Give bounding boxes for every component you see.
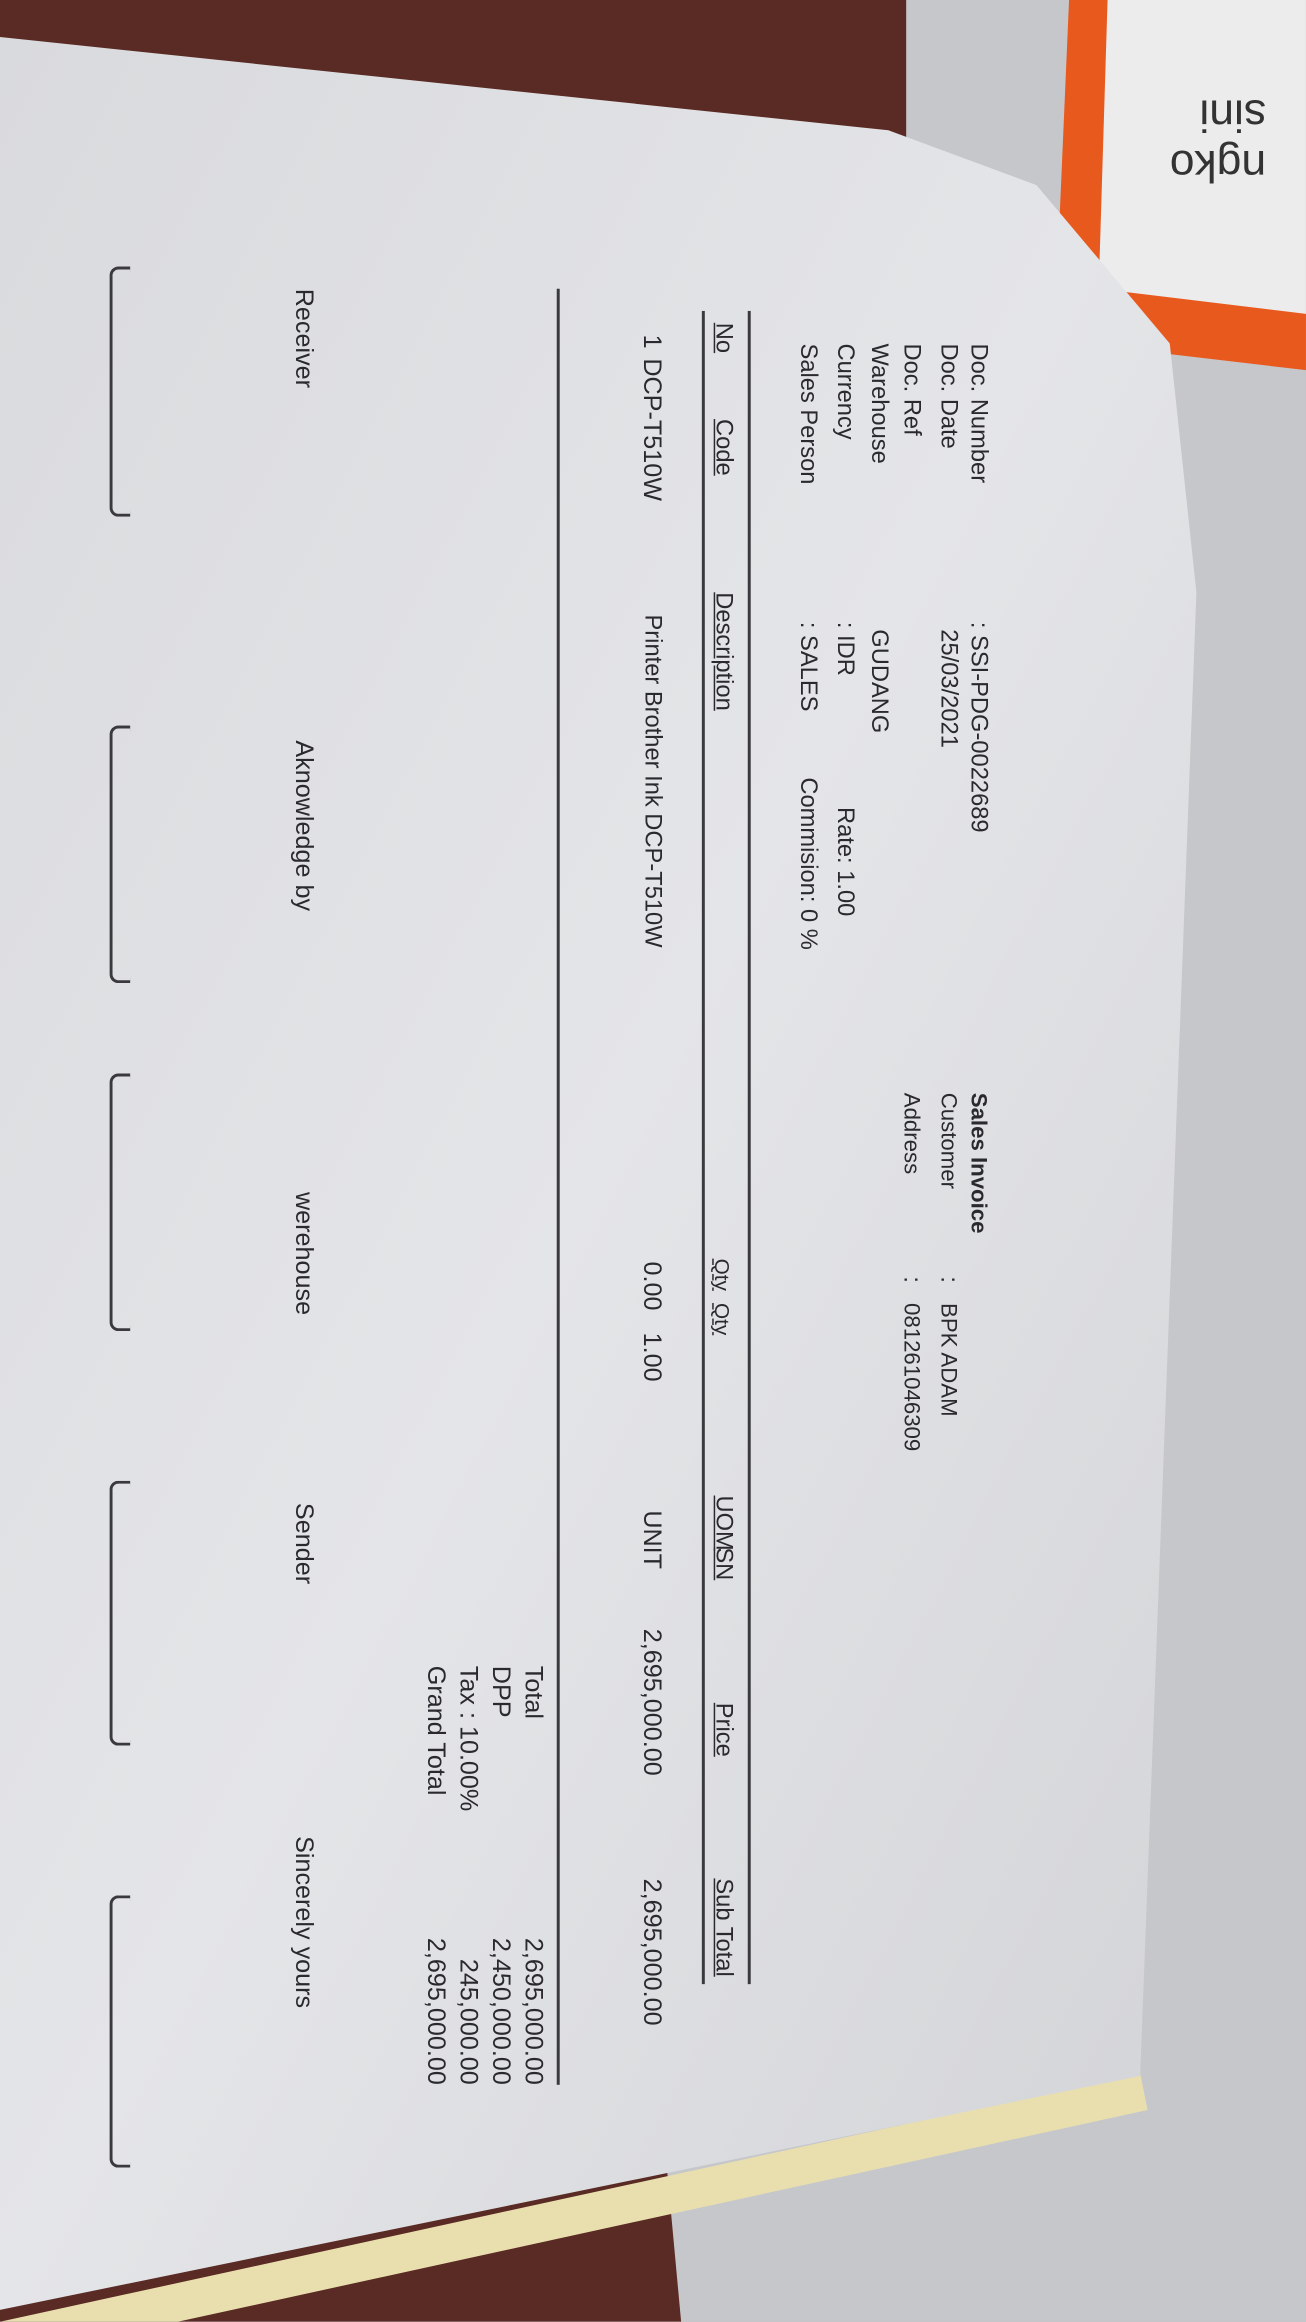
tax-label: Tax : 10.00%: [454, 1665, 483, 1812]
dark-wood-top: [0, 0, 907, 141]
grand-total-value: 2,695,000.00: [421, 1937, 451, 2085]
doc-date: 25/03/2021: [935, 629, 961, 748]
warehouse: GUDANG: [866, 629, 892, 734]
label-customer: Customer: [935, 1092, 961, 1190]
note-card-text: ngko sini: [1169, 89, 1267, 190]
col-sn: SN: [710, 1547, 736, 1581]
commission: Commision: 0 %: [795, 777, 821, 950]
row-subtotal: 2,695,000.00: [638, 1878, 667, 2026]
row-qty1: 0.00: [638, 1261, 667, 1311]
tax-value: 245,000.00: [454, 1958, 483, 2085]
row-no: 1: [638, 334, 667, 349]
col-qty: Qty: [710, 1303, 735, 1336]
dpp-label: DPP: [487, 1665, 516, 1718]
label-sales-person: Sales Person: [795, 343, 821, 485]
signature-line: [109, 725, 131, 984]
signature-acknowledge: Aknowledge by: [290, 740, 319, 912]
orange-note-card: [1054, 0, 1306, 371]
table-header-rule: [701, 310, 705, 1985]
sales-person: : SALES: [795, 621, 821, 712]
yellow-carbon-sheet: [0, 2072, 1148, 2322]
col-uom: UOM: [710, 1495, 736, 1551]
col-code: Code: [710, 419, 736, 476]
row-qty2: 1.00: [638, 1332, 667, 1382]
note-line-2: sini: [1199, 90, 1267, 140]
row-uom: UNIT: [638, 1510, 667, 1570]
document-title: Sales Invoice: [965, 1092, 991, 1234]
signature-warehouse: werehouse: [290, 1191, 319, 1316]
rate: Rate: 1.00: [832, 806, 858, 917]
signature-line: [109, 1895, 131, 2168]
col-no: No: [710, 322, 736, 354]
row-price: 2,695,000.00: [638, 1628, 667, 1776]
invoice-paper: [0, 37, 1197, 2310]
currency: : IDR: [832, 621, 858, 676]
row-code: DCP-T510W: [638, 358, 667, 502]
colon: :: [935, 1276, 961, 1283]
note-line-1: ngko: [1169, 140, 1267, 190]
label-doc-date: Doc. Date: [935, 343, 961, 449]
label-doc-number: Doc. Number: [965, 343, 991, 484]
col-description: Description: [710, 592, 736, 711]
colon: :: [898, 1276, 924, 1283]
total-label: Total: [519, 1665, 548, 1719]
label-address: Address: [898, 1092, 924, 1175]
table-top-rule: [747, 310, 751, 1985]
table-bottom-rule: [556, 288, 560, 2085]
customer-address: 081261046309: [898, 1303, 924, 1452]
total-value: 2,695,000.00: [519, 1937, 548, 2085]
label-currency: Currency: [832, 343, 858, 440]
signature-sender: Sender: [290, 1502, 319, 1585]
col-qty: Qty: [710, 1258, 735, 1291]
signature-receiver: Receiver: [290, 288, 319, 389]
col-subtotal: Sub Total: [710, 1878, 736, 1977]
dpp-value: 2,450,000.00: [487, 1937, 516, 2085]
label-warehouse: Warehouse: [866, 343, 892, 464]
label-doc-ref: Doc. Ref: [898, 343, 924, 436]
signature-line: [109, 1073, 131, 1332]
grand-total-label: Grand Total: [421, 1665, 451, 1796]
row-description: Printer Brother Ink DCP-T510W: [639, 614, 665, 948]
sales-invoice-document: Doc. Number Doc. Date Doc. Ref Warehouse…: [109, 266, 991, 2168]
signature-line: [109, 1480, 131, 1746]
signature-sincerely: Sincerely yours: [290, 1836, 319, 2009]
signature-line: [109, 266, 131, 517]
doc-number: : SSI-PDG-0022689: [965, 621, 991, 833]
col-price: Price: [710, 1702, 736, 1757]
customer-name: BPK ADAM: [935, 1303, 961, 1417]
